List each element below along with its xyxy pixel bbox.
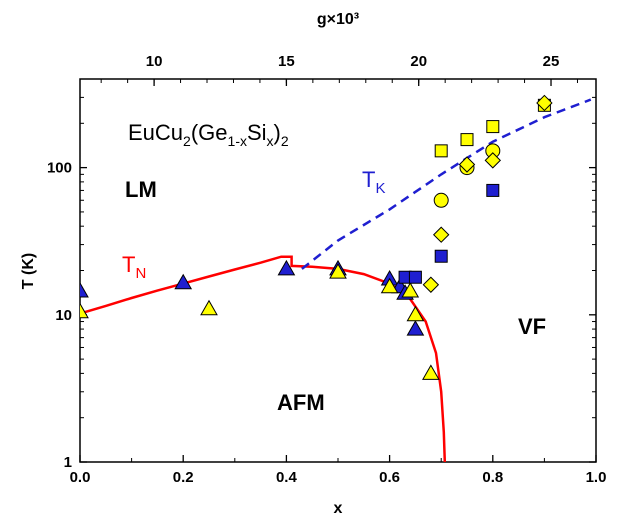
- region-label-lm: LM: [125, 177, 157, 202]
- triangle-marker: [200, 299, 218, 316]
- triangle-marker: [80, 302, 89, 319]
- triangle-marker: [406, 320, 425, 336]
- x2-tick-label: 25: [543, 53, 560, 70]
- data-markers: [80, 94, 553, 380]
- triangle-marker: [406, 305, 425, 322]
- tk-curve: [301, 98, 592, 270]
- x2-tick-label: 20: [410, 53, 427, 70]
- circle-marker: [433, 192, 449, 208]
- triangle-marker: [80, 282, 89, 298]
- y-tick-label: 100: [47, 160, 72, 177]
- triangle-marker: [174, 273, 193, 290]
- x-tick-label: 0.2: [173, 469, 194, 486]
- x-tick-label: 0.0: [70, 469, 91, 486]
- square-marker: [486, 183, 500, 197]
- x2-tick-label: 15: [278, 53, 295, 70]
- region-label-afm: AFM: [277, 390, 325, 415]
- tn-curve: [80, 255, 447, 462]
- axis-tick-labels: 0.0 0.2 0.4 0.6 0.8 1.0 10 15 20 25 1 10 100: [47, 53, 606, 486]
- square-marker: [460, 133, 474, 147]
- tn-curve-label: TN: [122, 252, 146, 282]
- triangle-marker: [277, 259, 296, 276]
- x-tick-label: 1.0: [586, 469, 607, 486]
- tk-curve-label: TK: [362, 167, 385, 197]
- triangle-marker: [380, 277, 399, 294]
- y-tick-label: 10: [55, 307, 72, 324]
- x2-axis-title: g×10³: [317, 11, 359, 28]
- triangle-marker: [401, 282, 420, 298]
- diamond-marker: [536, 94, 553, 112]
- triangle-marker: [329, 263, 347, 279]
- x-tick-label: 0.8: [482, 469, 503, 486]
- triangle-marker: [422, 364, 440, 380]
- x-axis-title: x: [334, 500, 343, 517]
- diamond-marker: [432, 226, 450, 243]
- diamond-marker: [458, 156, 476, 173]
- square-marker: [434, 249, 448, 263]
- square-marker: [434, 144, 448, 158]
- region-label-vf: VF: [518, 314, 546, 339]
- x-tick-label: 0.6: [379, 469, 400, 486]
- diamond-marker: [484, 152, 502, 169]
- diamond-marker: [422, 276, 440, 293]
- y-tick-label: 1: [64, 454, 72, 471]
- x-tick-label: 0.4: [276, 469, 298, 486]
- square-marker: [408, 270, 422, 284]
- x2-tick-label: 10: [146, 53, 163, 70]
- y-axis-title: T (K): [20, 253, 37, 289]
- square-marker: [486, 120, 500, 134]
- compound-formula: EuCu2(Ge1-xSix)2: [128, 120, 289, 149]
